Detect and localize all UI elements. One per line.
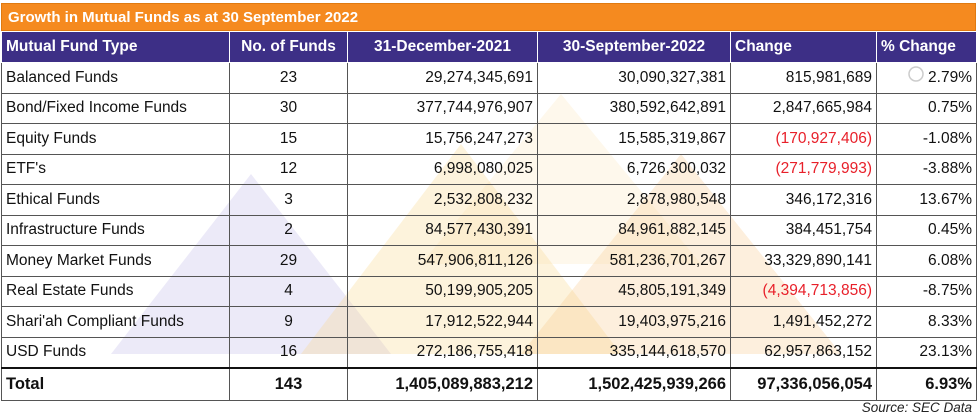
fund-table-panel: Growth in Mutual Funds as at 30 Septembe… xyxy=(1,3,977,415)
header-fund-type: Mutual Fund Type xyxy=(1,31,230,63)
cell-change: 815,981,689 xyxy=(730,62,877,94)
cell-fund-type: Bond/Fixed Income Funds xyxy=(1,92,230,124)
cell-pct-change: 13.67% xyxy=(876,184,977,216)
cell-fund-type: ETF's xyxy=(1,153,230,185)
cell-fund-type: Money Market Funds xyxy=(1,245,230,277)
table-row: USD Funds 16 272,186,755,418 335,144,618,57… xyxy=(1,336,977,369)
cell-dec-2021: 272,186,755,418 xyxy=(347,336,538,369)
table-row: Money Market Funds 29 547,906,811,126 581,2… xyxy=(1,245,977,277)
cell-dec-2021: 84,577,430,391 xyxy=(347,214,538,246)
cell-change: 384,451,754 xyxy=(730,214,877,246)
cell-pct-change: 23.13% xyxy=(876,336,977,369)
cell-pct-change: 0.75% xyxy=(876,92,977,124)
cell-no-of-funds: 12 xyxy=(229,153,348,185)
cell-no-of-funds: 30 xyxy=(229,92,348,124)
cell-change: (170,927,406) xyxy=(730,123,877,155)
cell-no-of-funds: 16 xyxy=(229,336,348,369)
header-dec-2021: 31-December-2021 xyxy=(347,31,538,63)
cell-pct-change: -1.08% xyxy=(876,123,977,155)
cell-dec-2021: 2,532,808,232 xyxy=(347,184,538,216)
cell-sep-2022: 2,878,980,548 xyxy=(537,184,731,216)
cell-change: (271,779,993) xyxy=(730,153,877,185)
cell-no-of-funds: 2 xyxy=(229,214,348,246)
table-header-row: Mutual Fund Type No. of Funds 31-Decembe… xyxy=(1,31,977,63)
cell-change: 97,336,056,054 xyxy=(730,367,877,401)
table-row: Balanced Funds 23 29,274,345,691 30,090,327… xyxy=(1,62,977,94)
cell-fund-type: Infrastructure Funds xyxy=(1,214,230,246)
cell-fund-type: Ethical Funds xyxy=(1,184,230,216)
cell-pct-change: 6.08% xyxy=(876,245,977,277)
header-no-of-funds: No. of Funds xyxy=(229,31,348,63)
cell-sep-2022: 335,144,618,570 xyxy=(537,336,731,369)
header-pct-change: % Change xyxy=(876,31,977,63)
cell-pct-change: 6.93% xyxy=(876,367,977,401)
table-row: Ethical Funds 3 2,532,808,232 2,878,980,548… xyxy=(1,184,977,216)
cell-no-of-funds: 15 xyxy=(229,123,348,155)
cell-fund-type: Balanced Funds xyxy=(1,62,230,94)
table-row: Shari'ah Compliant Funds 9 17,912,522,944 1… xyxy=(1,306,977,338)
cell-pct-change: 2.79% xyxy=(876,62,977,94)
cell-change: 33,329,890,141 xyxy=(730,245,877,277)
cell-change: 2,847,665,984 xyxy=(730,92,877,124)
cell-pct-change: 8.33% xyxy=(876,306,977,338)
cell-fund-type: Real Estate Funds xyxy=(1,275,230,307)
cell-dec-2021: 6,998,080,025 xyxy=(347,153,538,185)
cell-dec-2021: 17,912,522,944 xyxy=(347,306,538,338)
cell-sep-2022: 30,090,327,381 xyxy=(537,62,731,94)
cell-dec-2021: 377,744,976,907 xyxy=(347,92,538,124)
cell-no-of-funds: 9 xyxy=(229,306,348,338)
cell-fund-type: Total xyxy=(1,367,230,401)
cell-change: 1,491,452,272 xyxy=(730,306,877,338)
cell-pct-change: 0.45% xyxy=(876,214,977,246)
cell-dec-2021: 50,199,905,205 xyxy=(347,275,538,307)
cell-pct-change: -3.88% xyxy=(876,153,977,185)
table-row: Infrastructure Funds 2 84,577,430,391 84,96… xyxy=(1,214,977,246)
cell-sep-2022: 45,805,191,349 xyxy=(537,275,731,307)
cell-sep-2022: 6,726,300,032 xyxy=(537,153,731,185)
cell-no-of-funds: 143 xyxy=(229,367,348,401)
cell-no-of-funds: 3 xyxy=(229,184,348,216)
cell-no-of-funds: 4 xyxy=(229,275,348,307)
cell-fund-type: USD Funds xyxy=(1,336,230,369)
cell-fund-type: Shari'ah Compliant Funds xyxy=(1,306,230,338)
cell-change: 346,172,316 xyxy=(730,184,877,216)
cell-no-of-funds: 23 xyxy=(229,62,348,94)
cell-change: (4,394,713,856) xyxy=(730,275,877,307)
cell-sep-2022: 15,585,319,867 xyxy=(537,123,731,155)
header-change: Change xyxy=(730,31,877,63)
cell-dec-2021: 29,274,345,691 xyxy=(347,62,538,94)
mutual-funds-table: Mutual Fund Type No. of Funds 31-Decembe… xyxy=(1,31,977,401)
cell-dec-2021: 547,906,811,126 xyxy=(347,245,538,277)
cell-sep-2022: 84,961,882,145 xyxy=(537,214,731,246)
table-row: Bond/Fixed Income Funds 30 377,744,976,907… xyxy=(1,92,977,124)
cell-pct-change: -8.75% xyxy=(876,275,977,307)
header-sep-2022: 30-September-2022 xyxy=(537,31,731,63)
table-title: Growth in Mutual Funds as at 30 Septembe… xyxy=(1,3,976,31)
table-row: Equity Funds 15 15,756,247,273 15,585,319,8… xyxy=(1,123,977,155)
cell-fund-type: Equity Funds xyxy=(1,123,230,155)
cell-sep-2022: 1,502,425,939,266 xyxy=(537,367,731,401)
cell-dec-2021: 1,405,089,883,212 xyxy=(347,367,538,401)
cell-sep-2022: 19,403,975,216 xyxy=(537,306,731,338)
cell-sep-2022: 581,236,701,267 xyxy=(537,245,731,277)
cell-sep-2022: 380,592,642,891 xyxy=(537,92,731,124)
source-note: Source: SEC Data xyxy=(861,400,972,415)
cell-no-of-funds: 29 xyxy=(229,245,348,277)
table-row: ETF's 12 6,998,080,025 6,726,300,032 (271,77… xyxy=(1,153,977,185)
cell-change: 62,957,863,152 xyxy=(730,336,877,369)
cell-dec-2021: 15,756,247,273 xyxy=(347,123,538,155)
table-row: Real Estate Funds 4 50,199,905,205 45,805,1… xyxy=(1,275,977,307)
total-row: Total 143 1,405,089,883,212 1,502,425,939,2… xyxy=(1,367,977,401)
